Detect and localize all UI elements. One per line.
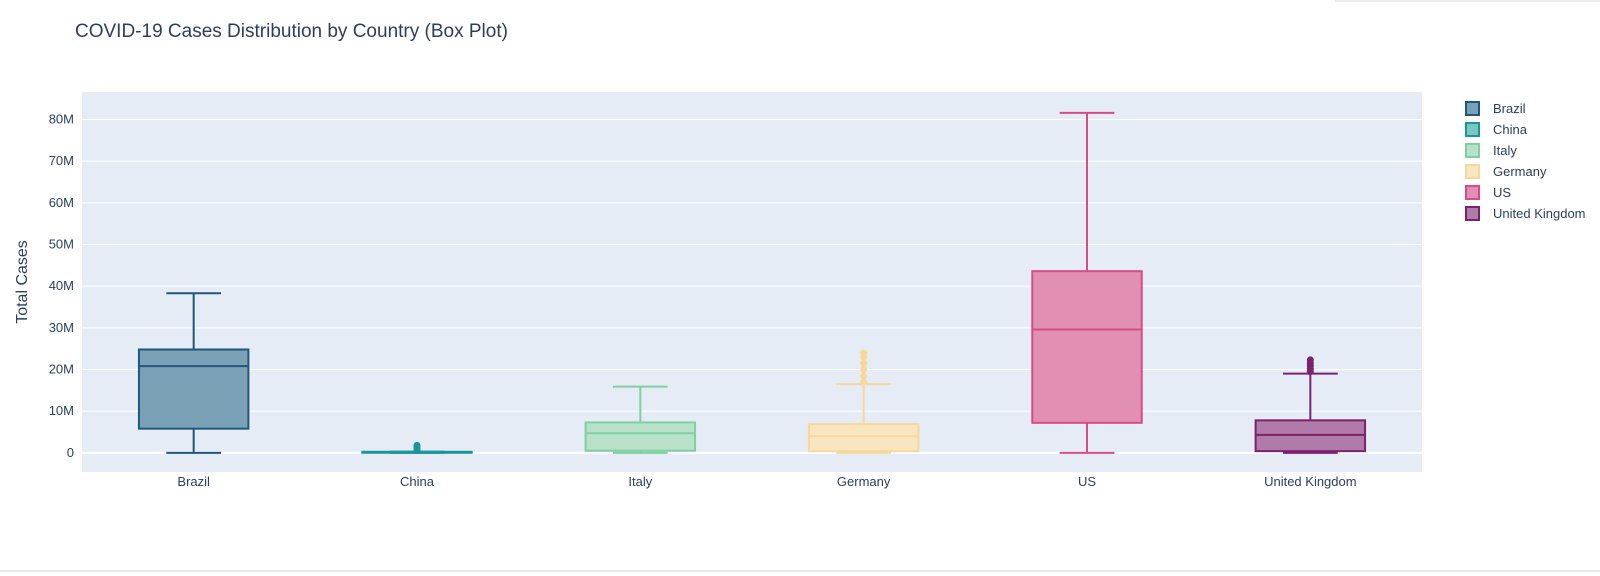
box-germany [807, 349, 920, 454]
y-axis-ticks: 0 10M 20M 30M 40M 50M 60M 70M 80M [49, 112, 74, 460]
legend-swatch [1465, 185, 1480, 200]
box-china [361, 441, 473, 454]
x-tick-label: Italy [628, 474, 652, 489]
legend-label: China [1493, 122, 1528, 137]
box-united-kingdom [1254, 356, 1367, 454]
outlier-point [860, 349, 868, 357]
y-tick-label: 40M [49, 278, 74, 293]
y-tick-label: 50M [49, 237, 74, 252]
outlier-point [860, 366, 868, 373]
iqr-box [1031, 270, 1143, 424]
x-tick-label: China [400, 474, 435, 489]
legend-label: US [1493, 185, 1511, 200]
chart-title: COVID-19 Cases Distribution by Country (… [75, 21, 508, 42]
box-us [1031, 111, 1143, 454]
box-italy [584, 385, 697, 454]
outlier-point [860, 372, 868, 380]
bottom-edge-rule [0, 570, 1600, 572]
legend-swatch [1465, 206, 1480, 221]
x-tick-label: Germany [837, 474, 891, 489]
legend-swatch [1465, 143, 1480, 158]
x-tick-label: Brazil [177, 474, 210, 489]
legend-label: Italy [1493, 143, 1517, 158]
y-tick-label: 70M [49, 153, 74, 168]
x-tick-label: US [1078, 474, 1096, 489]
y-axis-title: Total Cases [14, 240, 31, 324]
legend-swatch [1465, 101, 1480, 116]
legend-label: United Kingdom [1493, 206, 1586, 221]
legend-label: Germany [1493, 164, 1547, 179]
y-tick-label: 10M [49, 403, 74, 418]
outlier-point [860, 359, 868, 367]
top-edge-rule [1335, 0, 1600, 2]
y-tick-label: 60M [49, 195, 74, 210]
y-tick-label: 80M [49, 112, 74, 127]
x-tick-label: United Kingdom [1264, 474, 1357, 489]
grid-lines [82, 119, 1422, 454]
boxes [137, 111, 1367, 454]
iqr-box [584, 421, 697, 452]
legend: Brazil China Italy Germany US United Kingdom [1465, 101, 1586, 221]
y-tick-label: 20M [49, 362, 74, 377]
box-brazil [137, 292, 250, 454]
outlier-point [1306, 356, 1314, 364]
y-tick-label: 0 [67, 445, 74, 460]
legend-swatch [1465, 122, 1480, 137]
legend-swatch [1465, 164, 1480, 179]
y-tick-label: 30M [49, 320, 74, 335]
outlier-point [413, 441, 421, 449]
iqr-box [807, 423, 920, 453]
x-axis-ticks: Brazil China Italy Germany US United Kingdom [177, 474, 1356, 489]
plot-area [82, 92, 1422, 472]
outlier-point [860, 378, 868, 386]
legend-label: Brazil [1493, 101, 1526, 116]
iqr-box [137, 348, 250, 430]
